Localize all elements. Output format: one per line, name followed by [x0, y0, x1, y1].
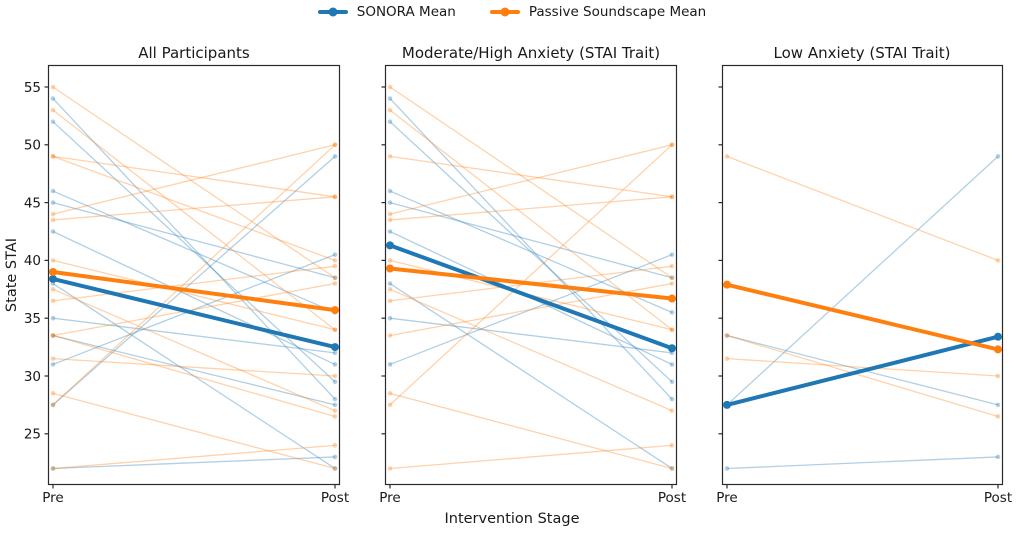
svg-text:35: 35 — [24, 311, 41, 327]
svg-text:45: 45 — [24, 195, 41, 211]
panel-title-all: All Participants — [138, 44, 250, 62]
svg-text:Post: Post — [658, 490, 686, 506]
svg-text:Post: Post — [321, 490, 349, 506]
panel-title-low: Low Anxiety (STAI Trait) — [774, 44, 951, 62]
svg-text:55: 55 — [24, 80, 41, 96]
svg-text:30: 30 — [24, 369, 41, 385]
legend-item-sonora: SONORA Mean — [317, 4, 456, 20]
x-axis-label: Intervention Stage — [444, 511, 579, 527]
panel-low-anxiety: Pre Post — [716, 64, 1012, 506]
legend-label-sonora: SONORA Mean — [356, 4, 456, 20]
svg-text:Pre: Pre — [716, 490, 737, 506]
legend-dot-sonora-icon — [328, 7, 338, 17]
svg-text:50: 50 — [24, 138, 41, 154]
panel-title-modhigh: Moderate/High Anxiety (STAI Trait) — [402, 44, 660, 62]
legend-label-passive: Passive Soundscape Mean — [528, 4, 707, 20]
legend: SONORA Mean Passive Soundscape Mean — [0, 4, 1024, 20]
panel-moderate-high-anxiety: Pre Post — [379, 64, 686, 506]
svg-text:Post: Post — [984, 490, 1012, 506]
y-axis-label: State STAI — [4, 238, 20, 312]
legend-line-passive-icon — [489, 7, 520, 17]
svg-text:40: 40 — [24, 253, 41, 269]
legend-item-passive: Passive Soundscape Mean — [489, 4, 707, 20]
svg-text:25: 25 — [24, 427, 41, 443]
legend-dot-passive-icon — [500, 7, 510, 17]
legend-line-sonora-icon — [317, 7, 348, 17]
panel-all-participants: 25 30 35 40 45 50 55 Pre Post — [24, 64, 349, 506]
svg-text:Pre: Pre — [379, 490, 400, 506]
svg-text:Pre: Pre — [42, 490, 63, 506]
